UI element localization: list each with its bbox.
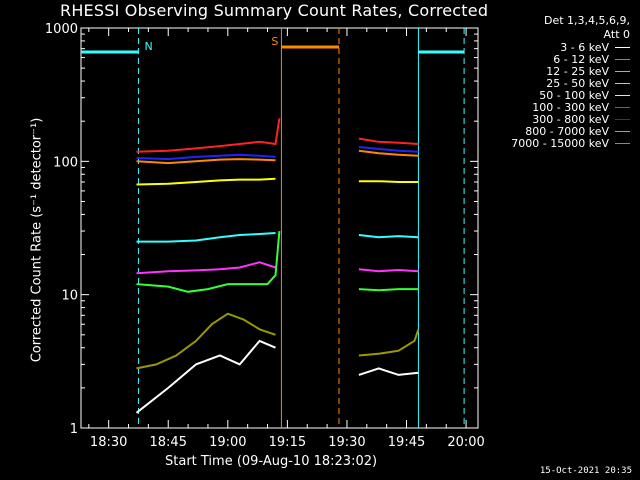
series-line-2: [136, 231, 281, 293]
legend-swatch: [615, 131, 630, 132]
legend-header-line2: Att 0: [603, 28, 630, 41]
legend-swatch: [615, 59, 630, 60]
legend-swatch: [615, 47, 630, 48]
legend-item: 800 - 7000 keV: [525, 125, 630, 138]
plot-frame: [80, 27, 479, 429]
x-tick-label: 19:45: [388, 435, 425, 450]
x-tick-label: 19:15: [269, 435, 306, 450]
x-tick-label: 18:30: [90, 435, 127, 450]
series-line-1: [136, 261, 276, 275]
x-tick-label: 18:45: [150, 435, 187, 450]
legend-item: 7000 - 15000 keV: [511, 137, 630, 150]
legend-item: 6 - 12 keV: [553, 53, 630, 66]
timestamp: 15-Oct-2021 20:35: [539, 466, 632, 476]
x-tick-label: 20:00: [447, 435, 484, 450]
legend-item-label: 12 - 25 keV: [546, 65, 609, 78]
series-line-8: [136, 312, 276, 370]
legend-item: 50 - 100 keV: [539, 89, 630, 102]
legend-item-label: 50 - 100 keV: [539, 89, 609, 102]
legend-header: Det 1,3,4,5,6,9, Att 0: [544, 14, 630, 42]
series-line-8: [358, 328, 420, 357]
legend-item: 300 - 800 keV: [532, 113, 630, 126]
legend-item: 25 - 50 keV: [546, 77, 630, 90]
legend-header-line1: Det 1,3,4,5,6,9,: [543, 14, 630, 27]
legend-item-label: 300 - 800 keV: [532, 113, 609, 126]
y-tick-label: 10: [61, 289, 78, 304]
series-line-5: [136, 118, 281, 153]
legend-swatch: [615, 107, 630, 108]
series-line-5: [358, 137, 419, 145]
series-line-0: [358, 367, 419, 376]
series-line-4: [358, 180, 419, 183]
legend-item-label: 6 - 12 keV: [553, 53, 609, 66]
legend-swatch: [615, 71, 630, 72]
series-line-7: [136, 158, 276, 165]
y-axis-label: Corrected Count Rate (s⁻¹ detector⁻¹): [29, 117, 45, 363]
series-line-7: [358, 149, 419, 157]
legend-item-label: 25 - 50 keV: [546, 77, 609, 90]
legend-swatch: [615, 83, 630, 84]
series-line-6: [136, 153, 276, 161]
legend-swatch: [615, 143, 630, 144]
series-line-1: [358, 268, 419, 273]
legend-swatch: [615, 95, 630, 96]
series-line-3: [136, 232, 276, 243]
legend-item-label: 800 - 7000 keV: [525, 125, 609, 138]
series-line-6: [358, 146, 419, 153]
legend-item-label: 3 - 6 keV: [560, 41, 609, 54]
legend-item-label: 7000 - 15000 keV: [511, 137, 609, 150]
x-tick-label: 19:30: [328, 435, 365, 450]
legend-swatch: [615, 119, 630, 120]
y-tick-label: 1: [70, 422, 78, 437]
chart-title: RHESSI Observing Summary Count Rates, Co…: [60, 1, 489, 20]
legend-item: 100 - 300 keV: [532, 101, 630, 114]
x-tick-label: 19:00: [209, 435, 246, 450]
legend-item-label: 100 - 300 keV: [532, 101, 609, 114]
series-line-0: [135, 339, 276, 414]
x-axis-label: Start Time (09-Aug-10 18:23:02): [165, 454, 378, 469]
series-line-2: [358, 288, 419, 292]
y-tick-label: 100: [53, 155, 78, 170]
flag-label: N: [144, 40, 152, 53]
flag-label: S: [271, 35, 278, 48]
legend-item: 12 - 25 keV: [546, 65, 630, 78]
y-tick-label: 1000: [45, 22, 78, 37]
series-line-3: [358, 234, 419, 239]
legend-item: 3 - 6 keV: [560, 41, 630, 54]
series-line-4: [136, 177, 276, 186]
